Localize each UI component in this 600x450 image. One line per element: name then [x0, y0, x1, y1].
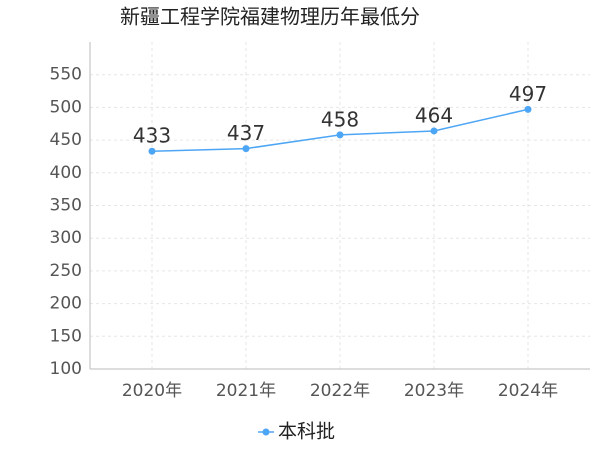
data-point	[430, 127, 438, 135]
legend-marker	[262, 428, 270, 436]
y-tick-label: 250	[50, 261, 82, 281]
y-tick-label: 350	[50, 196, 82, 216]
x-tick-label: 2023年	[404, 381, 464, 401]
y-tick-label: 150	[50, 326, 82, 346]
chart-title: 新疆工程学院福建物理历年最低分	[120, 5, 420, 29]
data-label: 464	[415, 103, 453, 127]
data-point	[336, 131, 344, 139]
y-tick-label: 550	[50, 65, 82, 85]
data-point	[524, 105, 532, 113]
y-tick-label: 400	[50, 163, 82, 183]
data-label: 458	[321, 107, 359, 131]
x-tick-label: 2020年	[122, 381, 182, 401]
data-label: 497	[509, 82, 547, 106]
data-point	[148, 147, 156, 155]
x-tick-label: 2021年	[216, 381, 276, 401]
y-tick-label: 300	[50, 228, 82, 248]
y-tick-label: 100	[50, 359, 82, 379]
data-label: 437	[227, 121, 265, 145]
x-tick-label: 2022年	[310, 381, 370, 401]
data-label: 433	[133, 124, 171, 148]
data-point	[242, 145, 250, 153]
x-tick-label: 2024年	[498, 381, 558, 401]
y-tick-label: 200	[50, 294, 82, 314]
y-tick-label: 500	[50, 97, 82, 117]
y-tick-label: 450	[50, 130, 82, 150]
legend-label: 本科批	[278, 421, 335, 443]
